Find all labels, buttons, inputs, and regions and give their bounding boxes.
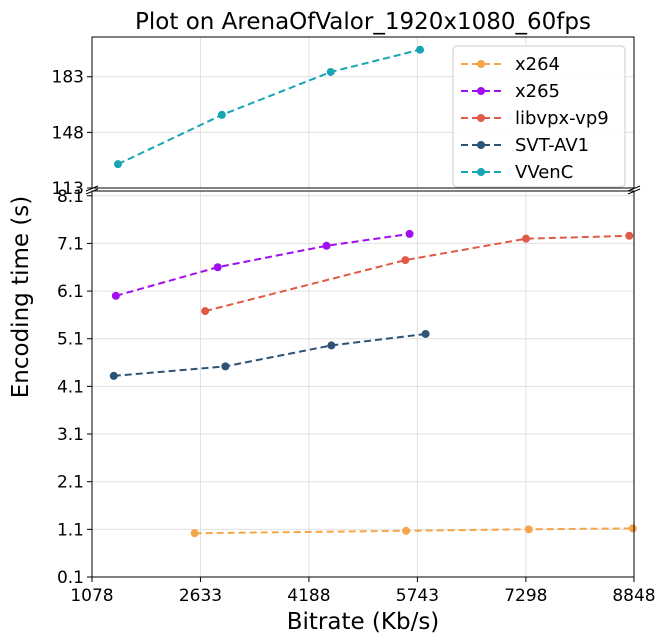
series-line	[115, 232, 410, 297]
legend-swatch-marker	[477, 60, 485, 68]
legend-label: VVenC	[515, 162, 573, 183]
bottom-panel-lines	[109, 229, 637, 538]
axis-break-mark	[85, 185, 99, 192]
data-point	[628, 524, 637, 533]
legend-item: x265	[461, 81, 560, 102]
series-x265	[111, 229, 414, 300]
x-tick-label: 5743	[396, 586, 439, 606]
y-tick-label: 4.1	[57, 377, 84, 397]
data-point	[322, 241, 331, 250]
x-tick-label: 2633	[179, 586, 222, 606]
data-point	[625, 231, 634, 240]
top-panel-lines	[113, 45, 424, 169]
y-tick-label: 0.1	[57, 568, 84, 588]
data-point	[326, 67, 335, 76]
y-axis-label: Encoding time (s)	[8, 196, 34, 399]
x-tick-label: 4188	[287, 586, 330, 606]
legend-items: x264 x265 libvpx-vp9 SVT-AV1 VVenC	[461, 54, 609, 183]
data-point	[213, 263, 222, 272]
x-tick-label: 8848	[612, 586, 655, 606]
legend-swatch-marker	[477, 87, 485, 95]
legend-swatch-marker	[477, 114, 485, 122]
y-tick-label: 1.1	[57, 520, 84, 540]
y-tick-label: 3.1	[57, 425, 84, 445]
series-x264	[190, 524, 637, 538]
y-tick-label: 7.1	[57, 234, 84, 254]
legend-box	[452, 45, 626, 188]
series-line	[113, 333, 426, 377]
legend: x264 x265 libvpx-vp9 SVT-AV1 VVenC	[452, 45, 626, 188]
y-tick-label: 148	[52, 123, 84, 143]
legend-swatch-marker	[477, 168, 485, 176]
data-point	[111, 291, 120, 300]
y-tick-label: 183	[52, 68, 84, 88]
data-point	[217, 110, 226, 119]
data-point	[201, 307, 210, 316]
legend-item: x264	[461, 54, 560, 75]
top-panel-y-ticks: 113 148 183	[52, 68, 92, 199]
axis-break-mark	[627, 185, 641, 192]
top-panel: 113 148 183	[52, 36, 635, 199]
legend-item: SVT-AV1	[461, 135, 589, 156]
series-libvpx-vp9	[201, 231, 634, 316]
legend-label: x264	[515, 54, 560, 75]
data-point	[401, 256, 410, 265]
legend-swatch-marker	[477, 141, 485, 149]
bottom-panel: 0.1 1.1 2.1 3.1 4.1 5.1 6.1 7.1 8.1 1078 2633 4188…	[57, 187, 656, 606]
bottom-panel-frame	[91, 190, 635, 578]
top-panel-frame	[91, 36, 635, 189]
legend-label: libvpx-vp9	[515, 108, 609, 129]
data-point	[113, 160, 122, 169]
y-tick-label: 6.1	[57, 282, 84, 302]
y-tick-label: 113	[52, 179, 84, 199]
series-line	[204, 234, 630, 313]
data-point	[190, 529, 199, 538]
legend-item: libvpx-vp9	[461, 108, 609, 129]
legend-item: VVenC	[461, 162, 573, 183]
legend-label: SVT-AV1	[515, 135, 589, 156]
axis-break-mark	[85, 188, 99, 195]
x-tick-label: 7298	[504, 586, 547, 606]
data-point	[522, 234, 531, 243]
series-line	[194, 527, 633, 535]
axis-break-marks	[85, 185, 641, 195]
data-point	[524, 525, 533, 534]
bottom-panel-grid	[91, 191, 635, 578]
series-vvenc	[113, 45, 424, 169]
chart-title: Plot on ArenaOfValor_1920x1080_60fps	[135, 9, 591, 35]
axis-break-mark	[627, 188, 641, 195]
data-point	[327, 341, 336, 350]
x-tick-label: 1078	[70, 586, 113, 606]
x-ticks: 1078 2633 4188 5743 7298 8848	[70, 577, 656, 606]
series-line	[117, 48, 421, 166]
legend-label: x265	[515, 81, 560, 102]
data-point	[421, 329, 430, 338]
series-svt-av1	[109, 329, 430, 380]
data-point	[109, 371, 118, 380]
y-tick-label: 5.1	[57, 330, 84, 350]
y-tick-label: 2.1	[57, 473, 84, 493]
data-point	[402, 526, 411, 535]
y-tick-label: 8.1	[57, 187, 84, 207]
data-point	[405, 229, 414, 238]
x-axis-label: Bitrate (Kb/s)	[287, 609, 440, 635]
data-point	[415, 45, 424, 54]
bottom-panel-y-ticks: 0.1 1.1 2.1 3.1 4.1 5.1 6.1 7.1 8.1	[57, 187, 92, 588]
data-point	[221, 362, 230, 371]
